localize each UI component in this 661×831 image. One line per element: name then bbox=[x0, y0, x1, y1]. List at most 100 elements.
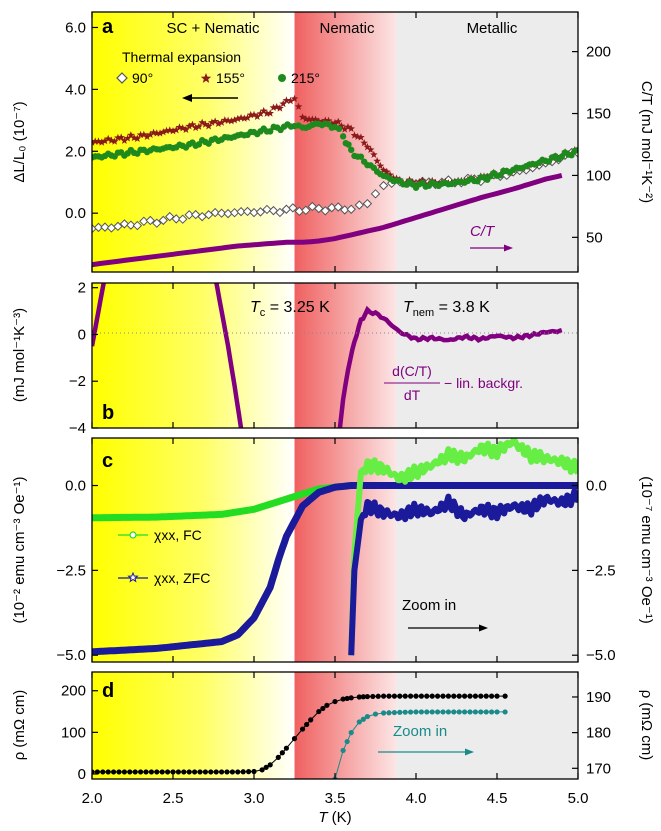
rho-point bbox=[391, 709, 397, 716]
y-label-a-left: ΔL/L₀ (10⁻⁷) bbox=[11, 101, 28, 182]
region-label-metallic: Metallic bbox=[467, 20, 518, 37]
x-tick-label: 4.0 bbox=[406, 790, 427, 807]
rho-point bbox=[494, 709, 500, 715]
rho-point bbox=[364, 713, 370, 720]
point-155 bbox=[110, 137, 119, 145]
chi-curve-3 bbox=[348, 488, 578, 656]
point-155 bbox=[169, 127, 177, 135]
ct-annotation: C/T bbox=[470, 223, 496, 240]
point-155 bbox=[240, 114, 249, 122]
rho-point bbox=[116, 769, 122, 775]
point-155 bbox=[290, 94, 299, 103]
rho-point bbox=[175, 769, 181, 775]
rho-point bbox=[472, 709, 478, 715]
point-90 bbox=[255, 207, 266, 217]
point-90 bbox=[314, 203, 324, 214]
rho-point bbox=[291, 736, 298, 742]
rho-point bbox=[348, 695, 354, 701]
rho-point bbox=[483, 693, 489, 699]
point-155 bbox=[282, 96, 291, 104]
series-2-marks bbox=[92, 120, 578, 191]
rho-point bbox=[356, 719, 362, 725]
rho-point bbox=[121, 769, 127, 775]
rho-point bbox=[364, 693, 370, 700]
x-axis-label: T (K) bbox=[318, 809, 351, 826]
panel-d-data bbox=[92, 693, 508, 779]
point-155 bbox=[259, 106, 268, 115]
point-155 bbox=[191, 123, 200, 132]
rho-point bbox=[154, 769, 160, 775]
chi-curve-2 bbox=[348, 438, 578, 656]
point-155 bbox=[178, 124, 187, 132]
point-155 bbox=[195, 122, 203, 130]
point-155 bbox=[156, 129, 164, 137]
rho-point bbox=[240, 769, 246, 775]
point-155 bbox=[344, 122, 352, 131]
x-tick-label: 4.5 bbox=[487, 790, 508, 807]
rho-point bbox=[429, 693, 435, 699]
point-155 bbox=[337, 122, 346, 130]
point-155 bbox=[308, 115, 317, 123]
rho-point bbox=[408, 709, 414, 715]
point-155 bbox=[97, 138, 106, 146]
rho-point bbox=[472, 693, 478, 699]
legend-fc-label: χxx, FC bbox=[154, 527, 202, 543]
point-155 bbox=[383, 167, 391, 176]
point-155 bbox=[298, 113, 307, 121]
tnem-annotation: Tnem = 3.8 K bbox=[403, 299, 490, 319]
point-155 bbox=[140, 130, 148, 138]
point-155 bbox=[101, 137, 109, 145]
zoom-in-label-d: Zoom in bbox=[393, 723, 447, 740]
rho-point bbox=[344, 695, 350, 702]
point-155 bbox=[256, 109, 265, 117]
legend-zfc-label: χxx, ZFC bbox=[154, 570, 210, 586]
point-155 bbox=[357, 133, 365, 141]
x-tick-label: 2.5 bbox=[163, 790, 184, 807]
panel-a-data bbox=[92, 94, 578, 268]
rho-point bbox=[372, 711, 379, 717]
y-label-d-right: ρ (mΩ cm) bbox=[638, 690, 655, 761]
rho-point bbox=[381, 710, 387, 716]
point-155 bbox=[331, 118, 339, 127]
rho-point bbox=[397, 693, 403, 699]
rho-point bbox=[197, 769, 203, 775]
point-90 bbox=[268, 205, 279, 216]
rho-point bbox=[127, 769, 133, 775]
y-a-left-tick-label: 4.0 bbox=[65, 81, 86, 98]
point-155 bbox=[324, 116, 333, 124]
point-155 bbox=[370, 150, 378, 158]
y-label-a-right: C/T (mJ mol⁻¹K⁻²) bbox=[638, 81, 655, 203]
x-tick-label: 3.5 bbox=[325, 790, 346, 807]
y-a-left-tick-label: 0.0 bbox=[65, 205, 86, 222]
point-155 bbox=[250, 110, 258, 119]
point-155 bbox=[185, 122, 193, 130]
rho-point bbox=[235, 769, 241, 775]
rho-point bbox=[375, 693, 381, 699]
point-155 bbox=[92, 137, 100, 145]
rho-point bbox=[435, 693, 441, 699]
point-155 bbox=[311, 115, 320, 123]
rho-point bbox=[348, 730, 354, 736]
y-label-d-left: ρ (mΩ cm) bbox=[11, 690, 28, 761]
rho-point bbox=[360, 716, 366, 722]
rho-point bbox=[494, 693, 500, 699]
y-d-left-tick-label: 0 bbox=[78, 766, 86, 783]
y-b-left-tick-label: −4 bbox=[69, 420, 86, 437]
rho-point bbox=[251, 768, 257, 775]
zoom-in-label-c: Zoom in bbox=[402, 597, 456, 614]
rho-point bbox=[324, 702, 330, 708]
point-90 bbox=[262, 204, 272, 215]
point-155 bbox=[318, 118, 326, 126]
rho-point bbox=[300, 726, 306, 732]
data-layer bbox=[92, 94, 578, 779]
rho-point bbox=[440, 709, 446, 715]
point-90 bbox=[165, 211, 175, 222]
point-155 bbox=[253, 112, 262, 120]
y-c-right-tick-label: −5.0 bbox=[586, 647, 616, 664]
y-label-b-left: (mJ mol⁻¹K⁻³) bbox=[11, 308, 28, 402]
ct-curve bbox=[92, 172, 563, 268]
rho-point bbox=[340, 696, 346, 702]
legend-fc-marker bbox=[129, 531, 137, 539]
point-90 bbox=[113, 221, 123, 232]
